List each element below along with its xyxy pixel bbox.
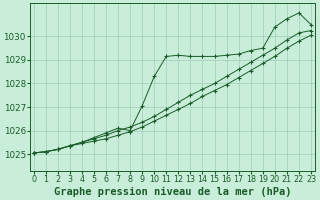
X-axis label: Graphe pression niveau de la mer (hPa): Graphe pression niveau de la mer (hPa) xyxy=(53,186,291,197)
